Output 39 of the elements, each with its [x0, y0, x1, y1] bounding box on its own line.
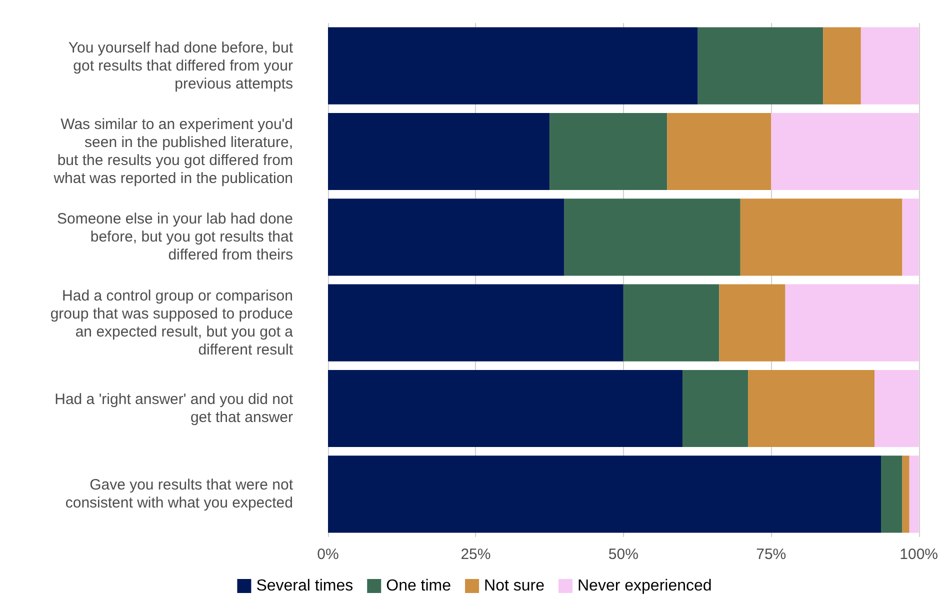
bar — [328, 27, 698, 104]
x-tick-label: 100% — [900, 546, 938, 563]
legend-label: Never experienced — [578, 578, 712, 594]
bar — [771, 112, 919, 190]
bar — [902, 198, 919, 276]
x-tick-label: 0% — [317, 546, 339, 563]
bar — [860, 27, 919, 104]
legend-label: Not sure — [484, 578, 545, 594]
x-tick-label: 25% — [460, 546, 491, 563]
bar — [328, 112, 550, 190]
bar — [328, 370, 682, 448]
bar — [328, 456, 882, 533]
legend-label: One time — [386, 578, 452, 594]
bar — [874, 370, 919, 448]
y-tick-label: Had a control group or comparison group that was supposed to produce an expected result, but you got a different result — [50, 287, 294, 358]
bar — [785, 284, 919, 362]
bar — [823, 27, 861, 104]
x-tick-label: 75% — [756, 546, 786, 563]
bar — [740, 198, 902, 276]
y-tick-label: Gave you results that were not consistent with what you expected — [65, 476, 294, 512]
bar — [902, 456, 910, 533]
bar — [719, 284, 786, 362]
bar — [881, 456, 902, 533]
bar — [328, 198, 564, 276]
bar — [328, 284, 624, 362]
bar — [564, 198, 740, 276]
bar — [909, 456, 919, 533]
bar — [550, 112, 668, 190]
y-tick-label: Was similar to an experiment you'd seen in the published literature, but the results you got differed from what was reported in the publication — [52, 116, 293, 187]
y-tick-label: Had a 'right answer' and you did not get that answer — [54, 391, 294, 426]
bar — [748, 370, 875, 448]
bar — [682, 370, 748, 448]
y-tick-label: You yourself had done before, but got results that differed from your previous attempts — [68, 39, 294, 92]
y-tick-label: Someone else in your lab had done before, but you got results that differed from theirs — [56, 210, 294, 264]
bar — [623, 284, 720, 362]
x-tick-label: 50% — [608, 546, 638, 563]
legend-label: Several times — [256, 578, 354, 594]
bar — [667, 112, 772, 190]
bar — [698, 27, 824, 104]
